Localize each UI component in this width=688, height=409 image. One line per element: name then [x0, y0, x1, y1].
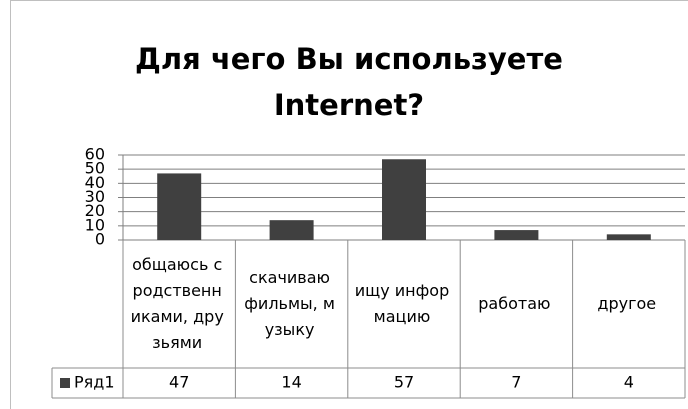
x-tick-label: работаю	[478, 294, 551, 313]
table-value: 57	[394, 373, 414, 392]
y-tick-label: 60	[85, 145, 105, 164]
legend-label: Ряд1	[74, 373, 115, 392]
bar	[269, 220, 314, 240]
bar	[606, 234, 651, 240]
y-tick-label: 10	[85, 215, 105, 234]
x-tick-label: другое	[597, 294, 657, 313]
y-tick-label: 30	[85, 187, 105, 206]
x-tick-label: ищу информацию	[354, 281, 450, 326]
y-tick-label: 40	[85, 173, 105, 192]
x-tick-label: скачиваю фильмы, музыку	[244, 268, 335, 339]
x-tick-label: общаюсь с родственниками, друзьями	[130, 255, 224, 352]
legend-key	[60, 378, 70, 388]
bar	[494, 230, 539, 240]
table-value: 47	[169, 373, 189, 392]
bar	[382, 159, 426, 240]
y-tick-label: 0	[95, 230, 105, 249]
chart-border	[10, 0, 688, 409]
bar	[157, 173, 202, 240]
y-tick-label: 20	[85, 201, 105, 220]
chart-title: Для чего Вы используете Internet?	[135, 42, 563, 122]
table-value: 14	[281, 373, 301, 392]
table-value: 4	[624, 373, 634, 392]
y-tick-label: 50	[85, 159, 105, 178]
table-value: 7	[511, 373, 521, 392]
